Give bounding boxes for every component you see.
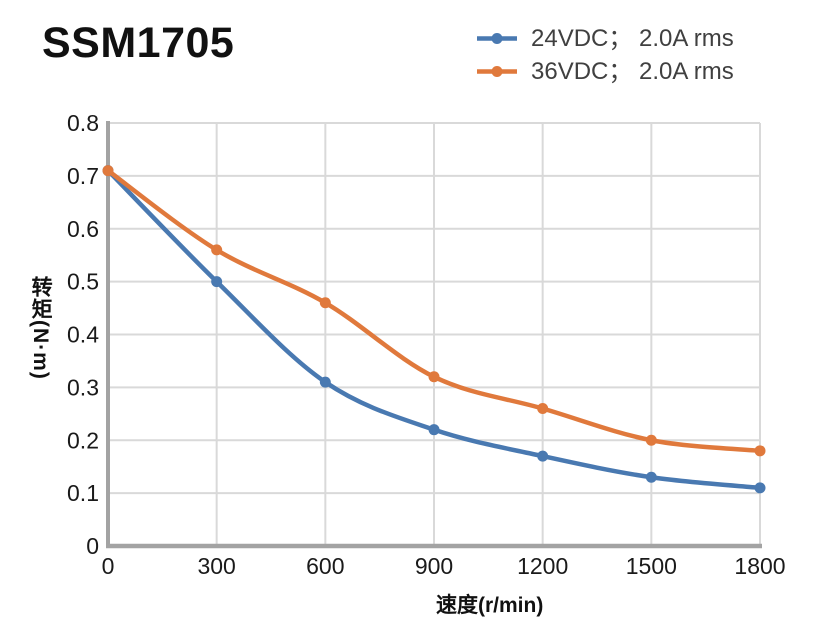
x-tick-label: 0: [102, 553, 115, 579]
legend-label-24vdc: 24VDC； 2.0A rms: [531, 24, 734, 52]
data-point-marker-1: [211, 244, 223, 256]
chart-legend: 24VDC； 2.0A rms 36VDC； 2.0A rms: [477, 24, 734, 86]
data-point-marker-0: [537, 450, 549, 462]
y-tick-label: 0.7: [67, 163, 99, 189]
legend-line-dot-icon-blue: [477, 33, 517, 44]
x-tick-label: 900: [415, 553, 453, 579]
y-tick-label: 0.5: [67, 269, 99, 295]
data-point-marker-1: [102, 165, 114, 177]
data-point-marker-0: [428, 424, 440, 436]
y-tick-label: 0.4: [67, 322, 99, 348]
data-point-marker-0: [645, 471, 657, 483]
x-axis-title: 速度(r/min): [436, 594, 544, 617]
chart-title: SSM1705: [42, 19, 235, 67]
legend-item-24vdc: 24VDC； 2.0A rms: [477, 24, 734, 53]
x-tick-label: 1800: [734, 553, 785, 579]
y-tick-label: 0.1: [67, 480, 99, 506]
data-point-marker-1: [537, 403, 549, 415]
data-point-marker-0: [754, 482, 766, 494]
legend-item-36vdc: 36VDC； 2.0A rms: [477, 57, 734, 86]
y-tick-label: 0: [86, 533, 99, 559]
x-tick-label: 600: [306, 553, 344, 579]
x-tick-label: 1500: [626, 553, 677, 579]
data-point-marker-0: [319, 376, 331, 388]
data-point-marker-1: [428, 371, 440, 383]
legend-label-36vdc: 36VDC； 2.0A rms: [531, 57, 734, 85]
y-axis-title: 转矩(N·m): [29, 276, 53, 380]
y-tick-label: 0.3: [67, 374, 99, 400]
x-tick-label: 300: [197, 553, 235, 579]
y-tick-label: 0.2: [67, 427, 99, 453]
y-tick-label: 0.8: [67, 110, 99, 136]
data-point-marker-1: [319, 297, 331, 309]
legend-line-dot-icon-orange: [477, 66, 517, 77]
y-tick-label: 0.6: [67, 216, 99, 242]
data-point-marker-1: [645, 434, 657, 446]
data-point-marker-0: [211, 276, 223, 288]
x-tick-label: 1200: [517, 553, 568, 579]
data-point-marker-1: [754, 445, 766, 457]
